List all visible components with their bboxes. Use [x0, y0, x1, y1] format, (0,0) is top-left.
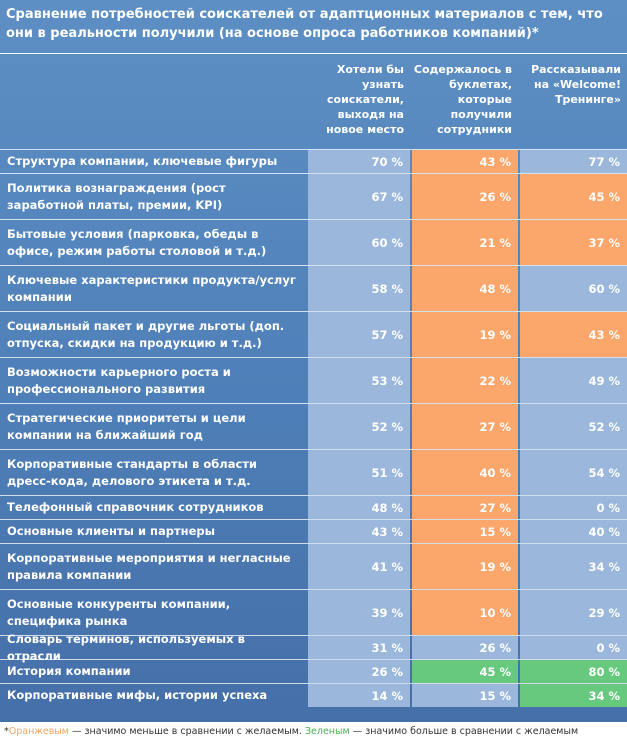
value-cell: 21 %	[412, 220, 518, 265]
value-cell: 26 %	[412, 636, 518, 659]
chart-title: Сравнение потребностей соискателей от ад…	[6, 7, 603, 41]
row-label: Социальный пакет и другие льготы (доп. о…	[7, 318, 285, 350]
value-cell: 48 %	[308, 496, 410, 519]
column-header-booklets: Содержалось в буклетах, которые получили…	[413, 63, 512, 136]
row-divider	[0, 635, 627, 636]
value-cell: 43 %	[412, 150, 518, 173]
value-cell: 14 %	[308, 684, 410, 707]
value-cell: 80 %	[520, 660, 627, 683]
value-cell: 26 %	[412, 174, 518, 219]
row-label: Корпоративные мероприятия и негласные пр…	[7, 550, 291, 582]
row-divider	[0, 149, 627, 150]
row-label: Ключевые характеристики продукта/услуг к…	[7, 272, 296, 304]
row-label: Возможности карьерного роста и профессио…	[7, 364, 231, 396]
row-divider	[0, 543, 627, 544]
value-cell: 19 %	[412, 312, 518, 357]
row-label: Телефонный справочник сотрудников	[7, 500, 264, 514]
row-label: Стратегические приоритеты и цели компани…	[7, 410, 246, 442]
row-divider	[0, 357, 627, 358]
value-cell: 29 %	[520, 590, 627, 635]
value-cell: 26 %	[308, 660, 410, 683]
value-cell: 37 %	[520, 220, 627, 265]
footnote-green-word: Зеленым	[304, 726, 350, 737]
footnote-green-text: — значимо больше в сравнении с желаемым	[349, 726, 579, 737]
table-panel: Сравнение потребностей соискателей от ад…	[0, 0, 627, 722]
value-cell: 40 %	[412, 450, 518, 495]
value-cell: 49 %	[520, 358, 627, 403]
value-cell: 51 %	[308, 450, 410, 495]
column-header-training: Рассказывали на «Welcome! Тренинге»	[531, 63, 621, 106]
value-cell: 70 %	[308, 150, 410, 173]
value-cell: 77 %	[520, 150, 627, 173]
value-cell: 43 %	[308, 520, 410, 543]
row-divider	[0, 519, 627, 520]
row-label: Бытовые условия (парковка, обеды в офисе…	[7, 226, 267, 258]
value-cell: 0 %	[520, 636, 627, 659]
footnote-orange-word: Оранжевым	[8, 726, 69, 737]
value-cell: 60 %	[308, 220, 410, 265]
value-cell: 15 %	[412, 520, 518, 543]
value-cell: 40 %	[520, 520, 627, 543]
value-cell: 53 %	[308, 358, 410, 403]
row-divider	[0, 589, 627, 590]
row-divider	[0, 173, 627, 174]
value-cell: 34 %	[520, 684, 627, 707]
value-cell: 52 %	[308, 404, 410, 449]
value-cell: 27 %	[412, 404, 518, 449]
value-cell: 10 %	[412, 590, 518, 635]
value-cell: 27 %	[412, 496, 518, 519]
row-divider	[0, 219, 627, 220]
row-label: Корпоративные стандарты в области дресс-…	[7, 456, 257, 488]
row-label: Основные конкуренты компании, специфика …	[7, 596, 231, 628]
footnote-star: *	[4, 726, 9, 737]
title-divider	[0, 53, 627, 54]
footnote: *Оранжевым — значимо меньше в сравнении …	[4, 725, 624, 738]
value-cell: 57 %	[308, 312, 410, 357]
row-label: Основные клиенты и партнеры	[7, 524, 216, 538]
row-divider	[0, 683, 627, 684]
row-label: Корпоративные мифы, истории успеха	[7, 688, 268, 702]
value-cell: 52 %	[520, 404, 627, 449]
row-label: Структура компании, ключевые фигуры	[7, 154, 278, 168]
value-cell: 43 %	[520, 312, 627, 357]
footnote-orange-text: — значимо меньше в сравнении с желаемым.	[68, 726, 305, 737]
row-divider	[0, 265, 627, 266]
column-header-wanted: Хотели бы узнать соискатели, выходя на н…	[326, 63, 404, 136]
value-cell: 41 %	[308, 544, 410, 589]
row-label: Словарь терминов, используемых в отрасли	[7, 631, 245, 663]
row-divider	[0, 311, 627, 312]
value-cell: 34 %	[520, 544, 627, 589]
value-cell: 0 %	[520, 496, 627, 519]
value-cell: 54 %	[520, 450, 627, 495]
value-cell: 15 %	[412, 684, 518, 707]
value-cell: 67 %	[308, 174, 410, 219]
row-divider	[0, 403, 627, 404]
value-cell: 31 %	[308, 636, 410, 659]
value-cell: 48 %	[412, 266, 518, 311]
row-divider	[0, 495, 627, 496]
value-cell: 45 %	[520, 174, 627, 219]
value-cell: 39 %	[308, 590, 410, 635]
value-cell: 58 %	[308, 266, 410, 311]
row-divider	[0, 659, 627, 660]
row-divider	[0, 449, 627, 450]
value-cell: 60 %	[520, 266, 627, 311]
value-cell: 45 %	[412, 660, 518, 683]
value-cell: 19 %	[412, 544, 518, 589]
row-label: История компании	[7, 664, 131, 678]
row-label: Политика вознаграждения (рост заработной…	[7, 180, 226, 212]
value-cell: 22 %	[412, 358, 518, 403]
